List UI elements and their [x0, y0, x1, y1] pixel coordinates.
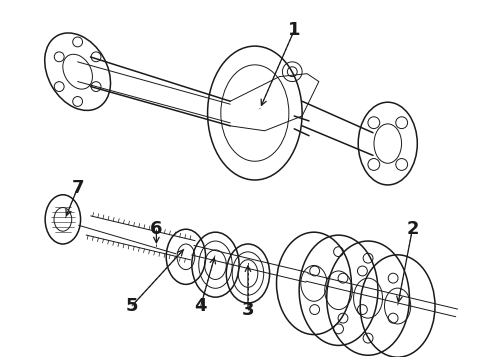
Text: 5: 5 — [125, 297, 138, 315]
Text: 1: 1 — [288, 21, 300, 39]
Text: 7: 7 — [72, 179, 84, 197]
Text: 6: 6 — [150, 220, 163, 238]
Text: 4: 4 — [195, 297, 207, 315]
Text: 3: 3 — [242, 301, 254, 319]
Text: 2: 2 — [406, 220, 418, 238]
